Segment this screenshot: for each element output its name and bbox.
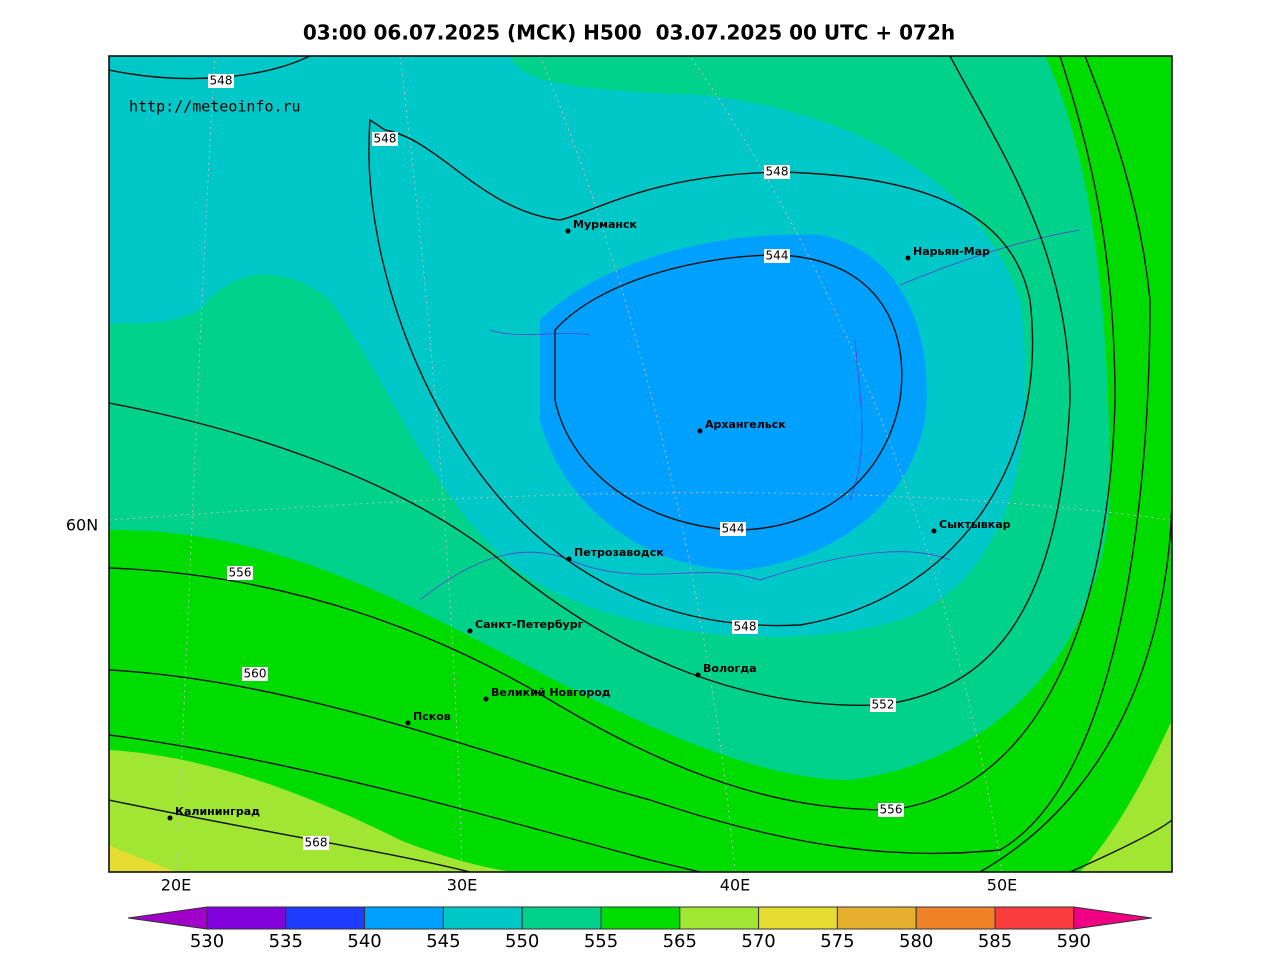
colorbar-segment <box>600 906 681 930</box>
contour-label-bg <box>764 249 790 263</box>
city-dot <box>695 672 701 678</box>
overlay: 20E 30E 40E 50E 60N Мурманск Нарьян-Мар Арханге… <box>66 74 1152 952</box>
contour-label-bg <box>208 74 234 88</box>
contour-label-bg <box>242 667 268 681</box>
city-label: Петрозаводск <box>574 546 664 559</box>
contour-label-bg <box>878 803 904 817</box>
city-label: Санкт-Петербург <box>475 618 584 631</box>
colorbar-segment <box>994 906 1075 930</box>
colorbar-segment <box>836 906 917 930</box>
city-dot <box>483 696 489 702</box>
contour-label-bg <box>764 165 790 179</box>
contour-line <box>109 56 1151 855</box>
contour-label: 552 <box>872 698 895 712</box>
contour-line <box>368 118 1034 627</box>
contour-label: 556 <box>229 566 252 580</box>
contour-line <box>109 499 1172 872</box>
contour-label: 544 <box>722 522 745 536</box>
lon-label: 30E <box>447 876 477 895</box>
city-dot <box>405 720 411 726</box>
lon-label: 40E <box>720 876 750 895</box>
contour-label: 568 <box>305 836 328 850</box>
contour-label: 548 <box>210 74 233 88</box>
contour-label: 544 <box>766 249 789 263</box>
colorbar-label: 555 <box>584 931 618 952</box>
city-dot <box>931 528 937 534</box>
contour-label: 560 <box>244 667 267 681</box>
colorbar-label: 540 <box>347 931 381 952</box>
colorbar-label: 570 <box>741 931 775 952</box>
colorbar-label: 535 <box>269 931 303 952</box>
contour-line <box>554 254 903 531</box>
contour-label: 556 <box>880 803 903 817</box>
colorbar-arrow <box>127 906 208 930</box>
source-url: http://meteoinfo.ru <box>129 98 301 116</box>
city-dot <box>167 815 173 821</box>
colorbar-label: 550 <box>505 931 539 952</box>
city-label: Архангельск <box>705 418 786 431</box>
city-dot <box>697 428 703 434</box>
city-label: Псков <box>413 710 451 723</box>
contour-label: 548 <box>374 132 397 146</box>
contour-label-bg <box>303 836 329 850</box>
city-label: Мурманск <box>573 218 638 231</box>
contour-label: 548 <box>734 620 757 634</box>
city-label: Сыктывкар <box>939 518 1011 531</box>
border <box>419 229 1081 601</box>
contour-label-bg <box>732 620 758 634</box>
city-dot <box>565 228 571 234</box>
map-title: 03:00 06.07.2025 (МСК) H500 03.07.2025 0… <box>303 21 955 45</box>
colorbar-segment <box>206 906 287 930</box>
colorbar-segment <box>442 906 523 930</box>
colorbar-label: 590 <box>1057 931 1091 952</box>
map-frame <box>108 55 1173 873</box>
colorbar-segment <box>679 906 760 930</box>
colorbar-label: 575 <box>820 931 854 952</box>
contour-label-bg <box>227 566 253 580</box>
city-dot <box>467 628 473 634</box>
colorbar-label: 565 <box>663 931 697 952</box>
colorbar-segment <box>915 906 996 930</box>
fill-570 <box>109 750 520 872</box>
city-label: Вологда <box>703 662 757 675</box>
contour-label-bg <box>870 698 896 712</box>
colorbar-segment <box>758 906 838 930</box>
city-label: Калининград <box>175 805 260 818</box>
city-dot <box>905 255 911 261</box>
lon-label: 20E <box>161 876 191 895</box>
contour-label-bg <box>720 522 746 536</box>
colorbar-label: 545 <box>426 931 460 952</box>
city-dot <box>566 556 572 562</box>
city-label: Нарьян-Мар <box>913 245 990 258</box>
fill-575 <box>109 845 175 872</box>
colorbar-label: 585 <box>978 931 1012 952</box>
colorbar-segment <box>285 906 366 930</box>
colorbar-arrow <box>1073 906 1152 930</box>
colorbar-segment <box>364 906 444 930</box>
contour-label-bg <box>372 132 398 146</box>
colorbar-segment <box>521 906 602 930</box>
colorbar-label: 580 <box>899 931 933 952</box>
fill-545 <box>540 234 927 570</box>
lat-label: 60N <box>66 516 98 535</box>
lon-label: 50E <box>987 876 1017 895</box>
map-fills <box>109 56 1172 872</box>
colorbar-label: 530 <box>190 931 224 952</box>
contour-label: 548 <box>766 165 789 179</box>
city-label: Великий Новгород <box>491 686 611 699</box>
